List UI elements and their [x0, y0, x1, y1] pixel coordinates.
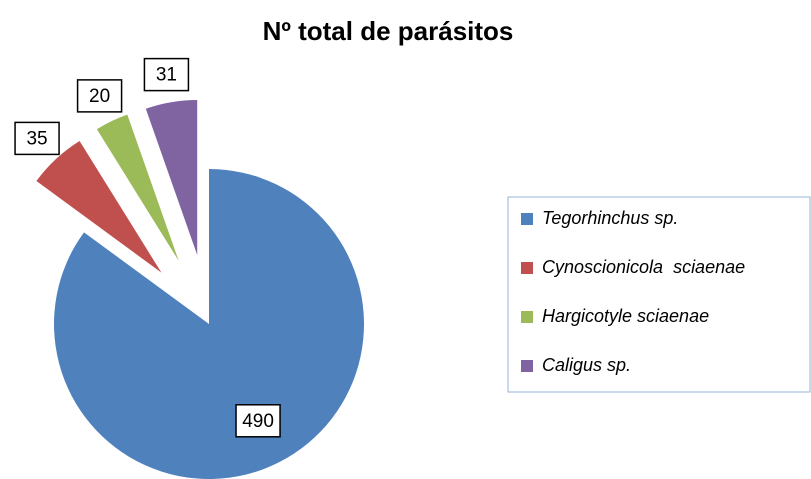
value-label: 35: [26, 128, 47, 149]
value-label: 490: [242, 411, 274, 432]
pie-slice: [36, 141, 162, 273]
legend-label: Hargicotyle sciaenae: [542, 306, 709, 326]
value-label: 31: [156, 65, 177, 86]
legend-label: Caligus sp.: [542, 355, 631, 375]
legend-label: Tegorhinchus sp.: [542, 208, 678, 228]
legend-label: Cynoscionicola sciaenae: [542, 257, 745, 277]
chart-title: Nº total de parásitos: [263, 16, 514, 46]
value-label-box: [143, 57, 190, 92]
pie-slice: [96, 114, 179, 261]
pie-slice: [53, 169, 365, 479]
legend-swatch: [521, 262, 533, 274]
legend-box: [507, 196, 811, 393]
pie-slice: [145, 99, 198, 255]
value-label: 20: [89, 86, 110, 107]
value-label-box: [76, 79, 123, 113]
value-label-box: [14, 121, 60, 156]
value-label-box: [235, 404, 281, 438]
legend-swatch: [521, 360, 533, 372]
legend-swatch: [521, 311, 533, 323]
legend-swatch: [521, 213, 533, 225]
